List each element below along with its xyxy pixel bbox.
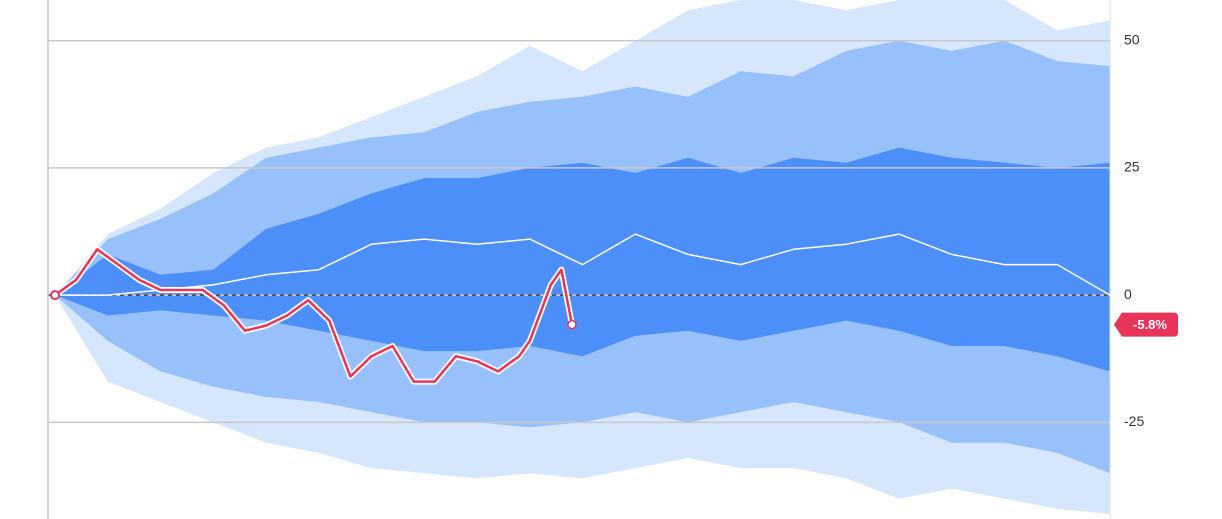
y-tick-label: -25 xyxy=(1124,413,1144,429)
value-label: -5.8% xyxy=(1133,317,1167,332)
y-tick-label: 50 xyxy=(1124,31,1140,47)
value-label-box xyxy=(1114,312,1178,337)
y-tick-label: 0 xyxy=(1124,286,1132,302)
end-point xyxy=(567,319,577,330)
y-tick-label: 25 xyxy=(1124,159,1140,175)
band xyxy=(55,147,1110,372)
series-line xyxy=(54,248,574,383)
series-line xyxy=(55,233,1111,296)
start-point xyxy=(50,290,60,301)
